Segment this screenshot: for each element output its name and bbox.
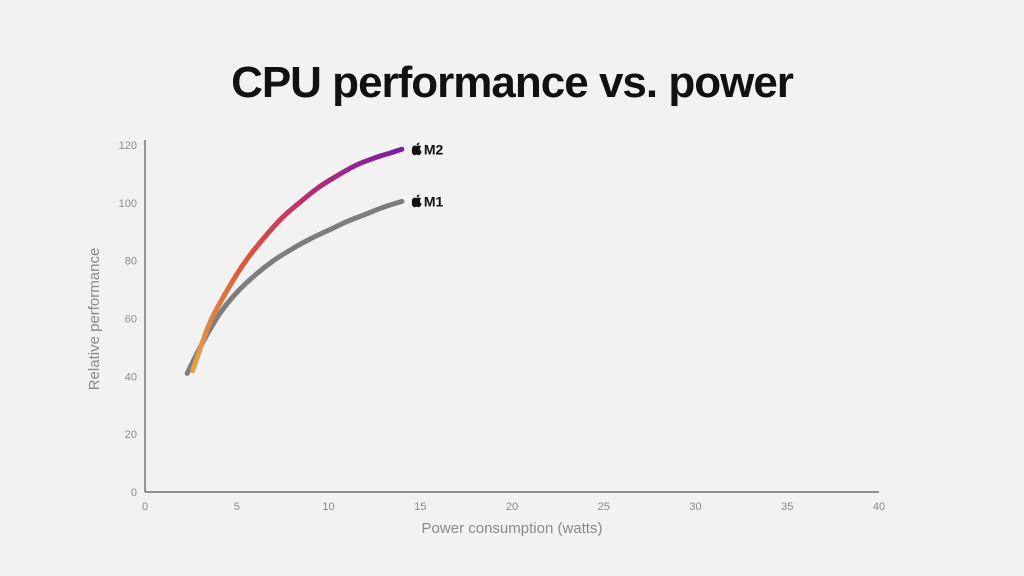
y-tick-label: 40: [125, 371, 137, 383]
x-tick-label: 25: [598, 501, 610, 513]
apple-logo-icon: [411, 142, 422, 156]
x-tick-label: 0: [142, 501, 148, 513]
axes: [144, 140, 879, 493]
y-tick-label: 0: [131, 487, 137, 499]
x-tick-label: 20: [506, 501, 518, 513]
y-tick-label: 20: [125, 429, 137, 441]
x-tick-label: 35: [781, 501, 793, 513]
y-tick-label: 100: [119, 198, 137, 210]
chart-title: CPU performance vs. power: [231, 58, 794, 107]
x-axis-title: Power consumption (watts): [422, 520, 603, 537]
x-tick-label: 40: [873, 501, 885, 513]
series-label-m2: M2: [424, 141, 444, 157]
y-axis-title: Relative performance: [86, 248, 103, 391]
series-labels: M1 M2: [411, 141, 444, 209]
x-tick-label: 15: [414, 501, 426, 513]
series-line-m1: [184, 198, 405, 376]
y-tick-label: 80: [125, 256, 137, 268]
tick-labels: 0 5 10 15 20 25 30 35 40 0 20 40 60 80 100 120: [119, 140, 885, 513]
series-label-m1: M1: [424, 193, 444, 209]
x-tick-label: 10: [322, 501, 334, 513]
series-lines: [184, 146, 405, 376]
apple-logo-icon: [411, 194, 422, 208]
x-tick-label: 5: [234, 501, 240, 513]
series-line-m2: [190, 146, 405, 374]
y-tick-label: 120: [119, 140, 137, 152]
y-tick-label: 60: [125, 314, 137, 326]
x-tick-label: 30: [689, 501, 701, 513]
